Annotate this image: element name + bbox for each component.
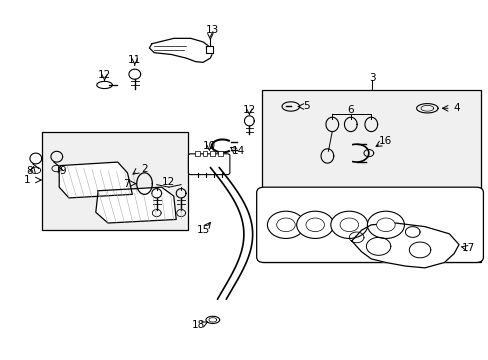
Polygon shape [59, 162, 132, 198]
Text: 4: 4 [452, 103, 459, 113]
Text: 12: 12 [242, 105, 256, 115]
Circle shape [276, 218, 295, 231]
Circle shape [296, 211, 333, 238]
Text: 5: 5 [303, 102, 309, 112]
Text: 1: 1 [24, 175, 31, 185]
Text: 16: 16 [379, 136, 392, 145]
Text: 12: 12 [98, 69, 111, 80]
FancyBboxPatch shape [188, 154, 229, 175]
Text: 11: 11 [128, 54, 141, 64]
Circle shape [305, 218, 324, 231]
Circle shape [330, 211, 367, 238]
Text: 9: 9 [60, 166, 66, 176]
Text: 18: 18 [192, 320, 205, 329]
Polygon shape [351, 223, 458, 268]
Text: 6: 6 [347, 105, 353, 115]
Text: 14: 14 [231, 146, 245, 156]
Bar [210, 151, 215, 156]
FancyBboxPatch shape [256, 187, 483, 262]
Bar [261, 90, 480, 262]
Circle shape [267, 211, 304, 238]
Bar [218, 151, 223, 156]
Polygon shape [149, 39, 212, 62]
Text: 12: 12 [162, 177, 175, 187]
Text: 13: 13 [206, 25, 219, 35]
Bar [42, 132, 188, 230]
Text: 15: 15 [196, 225, 209, 235]
Circle shape [376, 218, 394, 231]
Text: 7: 7 [123, 179, 129, 189]
Bar [194, 151, 199, 156]
Text: 8: 8 [26, 166, 33, 176]
Text: 17: 17 [461, 243, 474, 253]
Text: 3: 3 [368, 73, 375, 83]
Text: 2: 2 [141, 164, 147, 174]
Text: 10: 10 [203, 141, 216, 151]
Circle shape [339, 218, 358, 231]
Bar [202, 151, 207, 156]
Polygon shape [96, 187, 176, 223]
Polygon shape [206, 45, 212, 53]
Circle shape [366, 211, 404, 238]
